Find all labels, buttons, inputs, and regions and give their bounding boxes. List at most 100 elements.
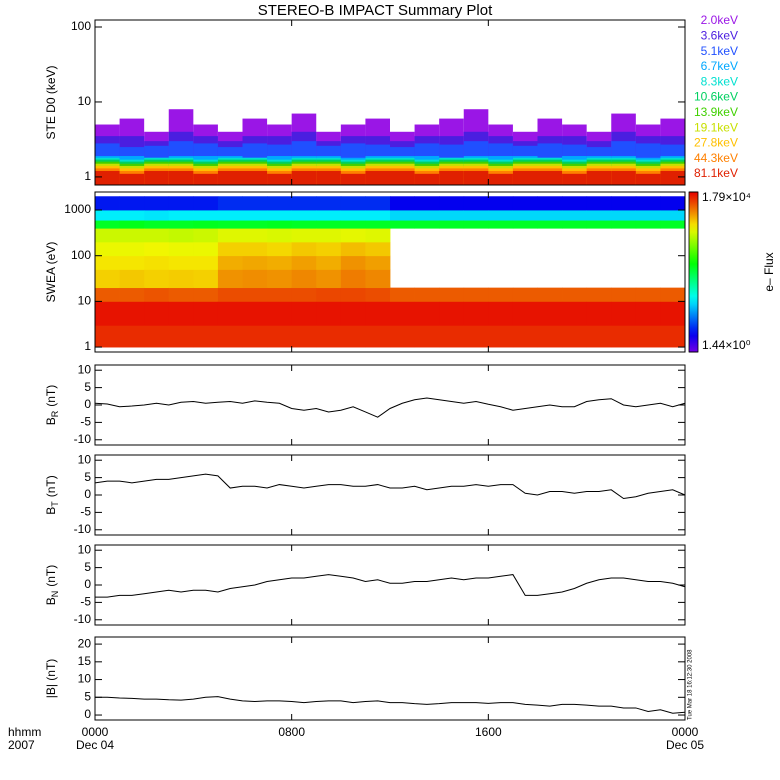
spectrogram-cell <box>95 241 120 257</box>
spectrogram-cell <box>611 287 637 302</box>
spectrogram-cell <box>267 210 293 221</box>
spectrogram-cell <box>390 287 415 302</box>
legend-entry: 81.1keV <box>694 166 738 180</box>
y-axis-label: STE D0 (keV) <box>44 65 58 139</box>
spike <box>193 173 218 185</box>
spectrogram-cell <box>316 196 342 211</box>
panel-frame <box>94 544 686 626</box>
spectrogram-cell <box>144 196 170 211</box>
spectrogram-cell <box>340 220 366 229</box>
spectrogram-cell <box>119 287 145 302</box>
spectrogram-cell <box>95 325 120 348</box>
x-tick-label: 0000 <box>672 725 699 739</box>
spectrogram-cell <box>291 228 317 243</box>
spectrogram-cell <box>217 241 243 257</box>
spectrogram-cell <box>512 325 538 348</box>
spectrogram-cell <box>316 255 342 270</box>
spectrogram-cell <box>291 325 317 348</box>
spectrogram-cell <box>512 301 538 326</box>
spectrogram-cell <box>291 269 317 289</box>
spike <box>242 170 268 185</box>
spectrogram-cell <box>390 220 415 229</box>
panel: -10 -5 0 5 10 BN (nT) <box>44 542 686 626</box>
spectrogram-cell <box>291 241 317 257</box>
spectrogram-cell <box>340 325 366 348</box>
spike <box>586 170 612 185</box>
spectrogram-cell <box>390 210 415 221</box>
y-label-unit: (nT) <box>44 385 58 407</box>
spectrogram-cell <box>316 220 342 229</box>
spectrogram-cell <box>267 301 293 326</box>
y-tick-label: 1 <box>84 169 91 183</box>
spectrogram-cell <box>119 269 145 289</box>
spectrogram-cell <box>291 255 317 270</box>
spectrogram-cell <box>340 196 366 211</box>
legend-entry: 13.9keV <box>694 105 738 119</box>
spectrogram-cell <box>95 287 120 302</box>
spectrogram-cell <box>267 269 293 289</box>
legend-entry: 19.1keV <box>694 120 738 134</box>
panel-frame <box>94 636 686 721</box>
spectrogram-cell <box>95 210 120 221</box>
spectrogram-cell <box>414 325 440 348</box>
y-axis-label: BR (nT) <box>44 385 60 426</box>
spectrogram-cell <box>267 241 293 257</box>
spectrogram-cell <box>316 228 342 243</box>
y-tick-label: 0 <box>84 487 91 501</box>
spectrogram-cell <box>217 220 243 229</box>
spectrogram-cell <box>316 325 342 348</box>
x-axis-label: hhmm <box>8 725 41 739</box>
spectrogram-cell <box>439 301 465 326</box>
spike <box>144 170 169 185</box>
spectrogram-cell <box>217 210 243 221</box>
spectrogram-cell <box>562 220 588 229</box>
spike <box>635 173 661 185</box>
spectrogram-cell <box>414 196 440 211</box>
spectrogram-cell <box>537 287 563 302</box>
spectrogram-cell <box>365 287 391 302</box>
spectrogram-cell <box>660 287 686 302</box>
spectrogram-cell <box>316 241 342 257</box>
spectrogram-cell <box>512 196 538 211</box>
spectrogram-cell <box>119 210 145 221</box>
spike <box>660 170 685 185</box>
spectrogram-cell <box>537 220 563 229</box>
legend-entry: 10.6keV <box>694 90 738 104</box>
y-label-sub: T <box>50 501 60 507</box>
spectrogram-cell <box>365 269 391 289</box>
spectrogram-cell <box>537 210 563 221</box>
spectrogram-cell <box>95 196 120 211</box>
spectrogram-cell <box>660 325 686 348</box>
y-axis-label: BT (nT) <box>44 475 60 515</box>
spectrogram-cell <box>463 325 489 348</box>
spectrogram-cell <box>463 220 489 229</box>
spectrogram-cell <box>267 287 293 302</box>
spectrogram-cell <box>414 210 440 221</box>
spectrogram-cell <box>242 241 268 257</box>
y-tick-label: -10 <box>74 522 92 536</box>
spectrogram-cell <box>488 196 514 211</box>
y-tick-label: 5 <box>84 380 91 394</box>
spectrogram-cell <box>611 210 637 221</box>
y-label-sub: N <box>50 591 60 598</box>
y-tick-label: -5 <box>80 595 91 609</box>
spectrogram-cell <box>390 325 415 348</box>
spectrogram-cell <box>586 210 612 221</box>
spectrogram-cell <box>242 228 268 243</box>
x-date-label: Dec 05 <box>666 738 704 752</box>
spectrogram-cell <box>439 287 465 302</box>
x-tick-label: 1600 <box>475 725 502 739</box>
spectrogram-cell <box>217 287 243 302</box>
spectrogram-cell <box>168 220 194 229</box>
x-tick-label: 0000 <box>82 725 109 739</box>
spectrogram-cell <box>463 287 489 302</box>
spectrogram-cell <box>95 269 120 289</box>
x-date-label: Dec 04 <box>76 738 114 752</box>
spectrogram-cell <box>193 255 219 270</box>
y-tick-label: 10 <box>78 672 92 686</box>
spectrogram-cell <box>562 196 588 211</box>
spectrogram-cell <box>439 196 465 211</box>
spectrogram-cell <box>144 220 170 229</box>
spectrogram-cell <box>611 220 637 229</box>
spike <box>439 170 464 185</box>
